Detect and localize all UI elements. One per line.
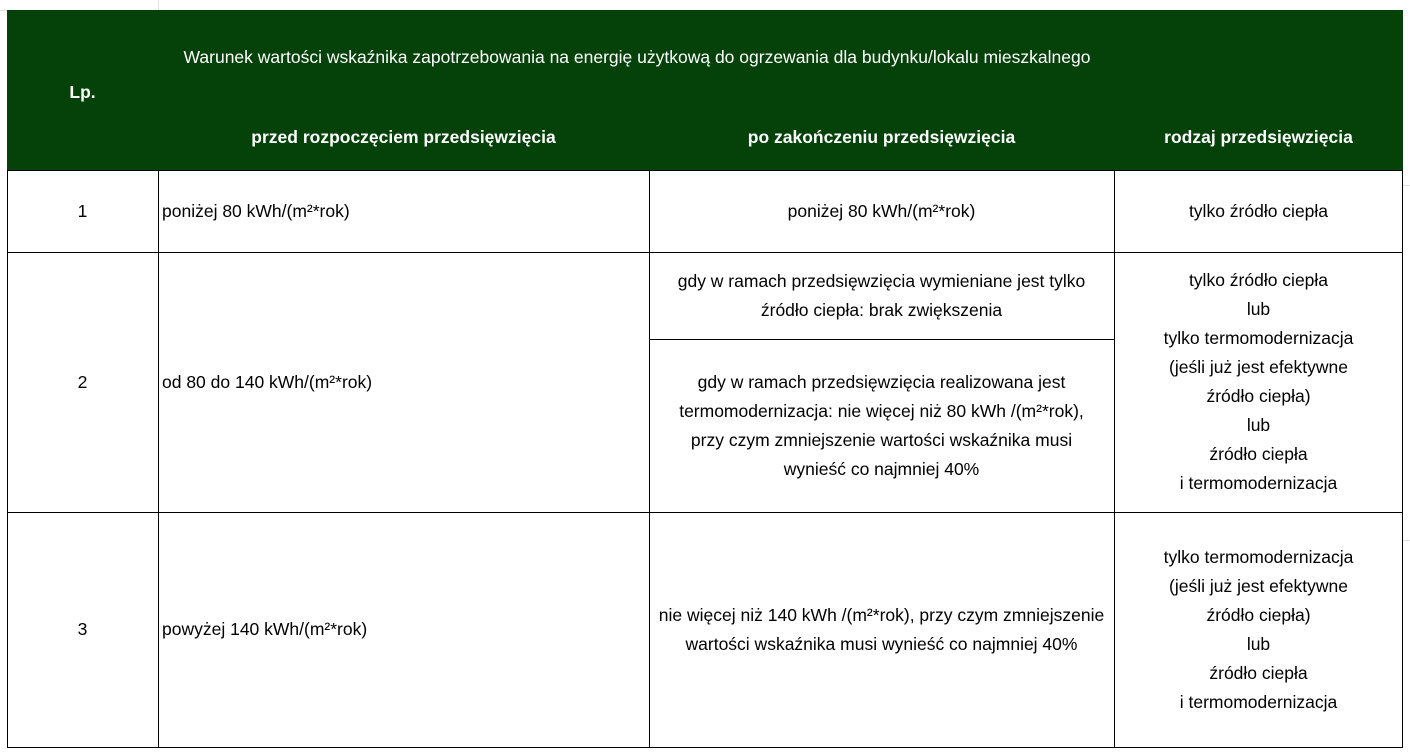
border <box>158 170 159 748</box>
border <box>7 252 1403 253</box>
header-group-title: Warunek wartości wskaźnika zapotrzebowan… <box>183 47 1091 67</box>
row3-after: nie więcej niż 140 kWh /(m²*rok), przy c… <box>658 604 1105 654</box>
border <box>7 747 1403 748</box>
type-line: tylko termomodernizacja <box>1163 328 1354 348</box>
row1-after: poniżej 80 kWh/(m²*rok) <box>787 200 976 221</box>
row1-lp: 1 <box>77 200 88 221</box>
type-line: (jeśli już jest efektywne <box>1169 357 1348 377</box>
type-line: źródło ciepła) <box>1206 386 1311 406</box>
row1-type: tylko źródło ciepła <box>1188 200 1329 221</box>
row2-after-source: gdy w ramach przedsięwzięcia wymieniane … <box>677 270 1086 320</box>
border <box>7 170 1403 171</box>
type-line: lub <box>1246 415 1271 435</box>
sheet-gridline <box>1403 185 1410 186</box>
type-line: i termomodernizacja <box>1179 473 1338 493</box>
row3-type: tylko termomodernizacja (jeśli już jest … <box>1114 512 1403 747</box>
border <box>649 170 650 748</box>
type-line: tylko termomodernizacja <box>1163 546 1354 567</box>
type-line: źródło ciepła <box>1209 662 1308 683</box>
row2-type: tylko źródło ciepła lub tylko termomoder… <box>1114 252 1403 512</box>
row3-before: powyżej 140 kWh/(m²*rok) <box>162 619 368 639</box>
row3-lp: 3 <box>77 619 88 639</box>
header-after: po zakończeniu przedsięwzięcia <box>747 127 1016 147</box>
row2-after-thermo: gdy w ramach przedsięwzięcia realizowana… <box>679 371 1084 479</box>
border <box>7 170 8 748</box>
row2-before: od 80 do 140 kWh/(m²*rok) <box>162 371 373 392</box>
border <box>649 339 1114 340</box>
table-header <box>7 10 1403 170</box>
header-before: przed rozpoczęciem przedsięwzięcia <box>251 127 556 147</box>
row1-before: poniżej 80 kWh/(m²*rok) <box>162 200 350 221</box>
type-line: źródło ciepła <box>1209 444 1308 464</box>
type-line: lub <box>1246 633 1271 654</box>
sheet-gridline <box>1403 540 1410 541</box>
border <box>7 512 1403 513</box>
type-line: (jeśli już jest efektywne <box>1169 575 1348 596</box>
border <box>1402 170 1403 748</box>
type-line: źródło ciepła) <box>1206 604 1311 625</box>
row2-lp: 2 <box>77 371 88 392</box>
header-type: rodzaj przedsięwzięcia <box>1164 127 1353 147</box>
type-line: tylko źródło ciepła <box>1188 270 1329 290</box>
header-lp: Lp. <box>69 82 96 102</box>
type-line: lub <box>1246 299 1271 319</box>
sheet-gridline <box>158 0 159 10</box>
sheet-gridline <box>0 10 7 11</box>
type-line: i termomodernizacja <box>1179 691 1338 712</box>
border <box>1114 170 1115 748</box>
